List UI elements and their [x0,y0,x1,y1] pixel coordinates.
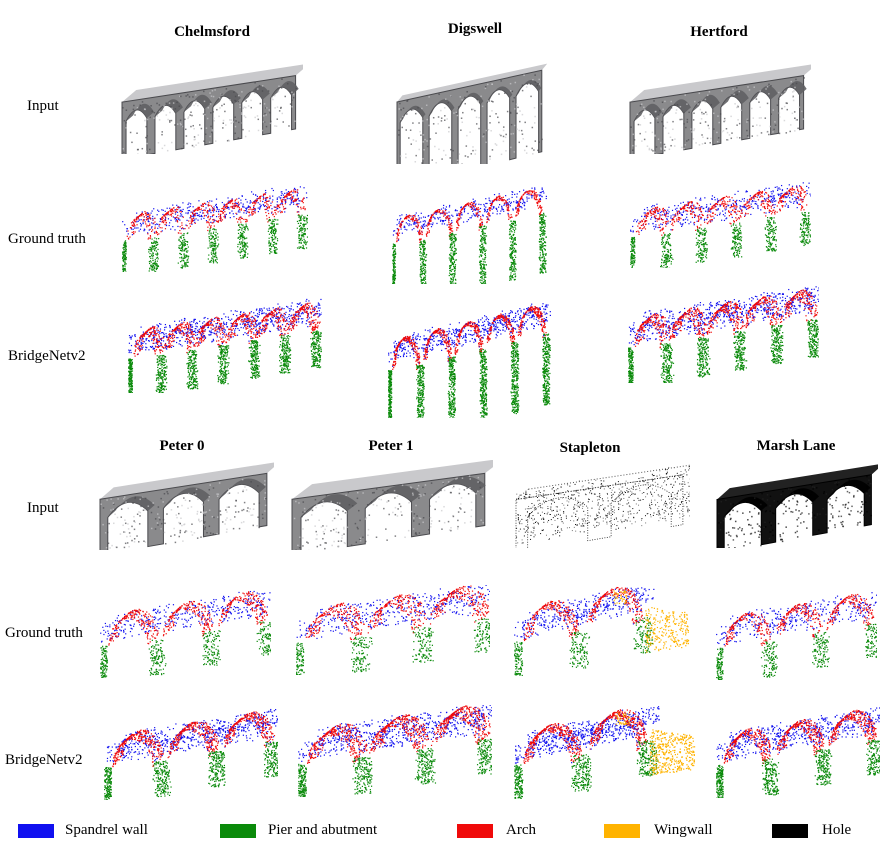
legend-swatch-pier-and-abutment [220,824,256,838]
stapleton-prediction-cloud [510,705,698,799]
row-label-prediction: BridgeNetv2 [5,752,82,769]
column-header-chelmsford: Chelmsford [174,24,250,41]
chelmsford-prediction-cloud [124,295,322,393]
digswell-input-image [393,54,548,164]
marsh-lane-input-image [713,462,878,548]
marsh-lane-prediction-cloud [712,706,880,798]
stapleton-input-image [512,462,690,548]
column-header-hertford: Hertford [690,24,747,41]
marsh-lane-ground-truth-cloud [712,590,877,680]
legend-swatch-arch [457,824,493,838]
column-header-peter-0: Peter 0 [159,438,204,455]
column-header-stapleton: Stapleton [560,440,621,457]
row-label-prediction: BridgeNetv2 [8,348,85,365]
chelmsford-ground-truth-cloud [118,182,308,272]
row-label-ground-truth: Ground truth [8,231,86,248]
peter-1-ground-truth-cloud [292,585,490,675]
peter-1-prediction-cloud [294,705,492,797]
row-label-input: Input [27,500,59,517]
legend-swatch-spandrel-wall [18,824,54,838]
peter-0-prediction-cloud [100,708,278,800]
column-header-digswell: Digswell [448,21,502,38]
column-header-marsh-lane: Marsh Lane [757,438,836,455]
digswell-prediction-cloud [384,290,552,418]
row-label-input: Input [27,98,59,115]
digswell-ground-truth-cloud [388,176,548,284]
legend-swatch-wingwall [604,824,640,838]
hertford-input-image [626,62,811,154]
peter-0-ground-truth-cloud [96,588,271,678]
stapleton-ground-truth-cloud [510,582,692,676]
hertford-ground-truth-cloud [626,180,811,268]
hertford-prediction-cloud [624,283,819,383]
legend-label-wingwall: Wingwall [654,822,713,839]
legend-label-hole: Hole [822,822,851,839]
legend-swatch-hole [772,824,808,838]
column-header-peter-1: Peter 1 [368,438,413,455]
chelmsford-input-image [118,62,303,154]
legend-label-pier-and-abutment: Pier and abutment [268,822,377,839]
row-label-ground-truth: Ground truth [5,625,83,642]
peter-1-input-image [288,460,493,550]
legend-label-arch: Arch [506,822,536,839]
legend-label-spandrel-wall: Spandrel wall [65,822,148,839]
peter-0-input-image [96,460,274,550]
